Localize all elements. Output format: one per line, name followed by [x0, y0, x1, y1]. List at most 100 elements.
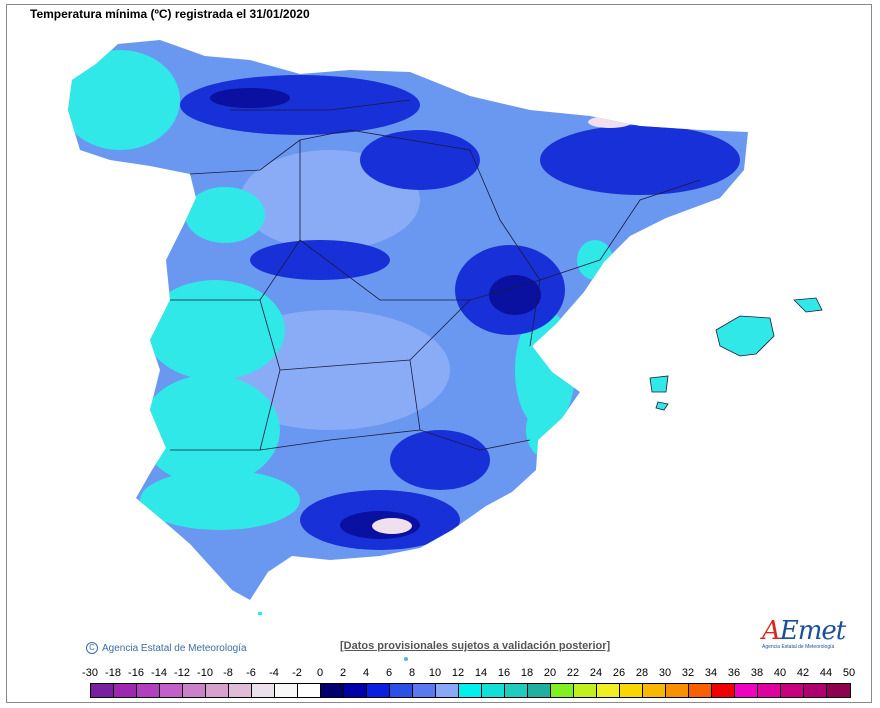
legend-label: 6 — [385, 667, 393, 679]
legend-label: -30 — [82, 667, 98, 679]
formentera-island — [655, 401, 669, 411]
zone-douro-cyan — [185, 187, 265, 243]
menorca-island — [793, 297, 823, 313]
legend-swatch — [91, 684, 114, 697]
legend-swatch — [735, 684, 758, 697]
zone-pyrenees-dark — [540, 125, 740, 195]
legend-swatch — [367, 684, 390, 697]
legend-label: 2 — [339, 667, 347, 679]
legend-label: -18 — [105, 667, 121, 679]
legend-label: 26 — [612, 667, 626, 679]
legend-label: 14 — [474, 667, 488, 679]
legend-label: -4 — [269, 667, 279, 679]
mallorca-island — [715, 315, 775, 357]
zone-alicante-cyan — [526, 400, 574, 460]
map-title: Temperatura mínima (ºC) registrada el 31… — [30, 7, 310, 21]
legend-swatch — [321, 684, 344, 697]
zone-cantabric-dark — [180, 75, 420, 135]
aemet-logo: AEmet Agencia Estatal de Meteorología — [762, 616, 854, 658]
legend-swatch — [528, 684, 551, 697]
legend-label: 20 — [543, 667, 557, 679]
location-marker — [404, 657, 408, 661]
zone-west-cyan — [145, 280, 285, 380]
legend-label: 34 — [704, 667, 718, 679]
legend-swatch — [390, 684, 413, 697]
legend-label: 8 — [408, 667, 416, 679]
legend-swatch — [643, 684, 666, 697]
legend-swatch — [482, 684, 505, 697]
zone-castellon-cyan — [577, 240, 613, 280]
legend-swatch — [712, 684, 735, 697]
legend-swatch — [689, 684, 712, 697]
legend-color-bar — [90, 683, 851, 698]
legend-label: 18 — [520, 667, 534, 679]
legend-swatch — [758, 684, 781, 697]
legend-swatch — [252, 684, 275, 697]
legend-swatch — [298, 684, 321, 697]
logo-subtitle: Agencia Estatal de Meteorología — [762, 644, 835, 650]
zone-guadiana-cyan — [140, 375, 280, 485]
legend-swatch — [344, 684, 367, 697]
legend-swatch — [459, 684, 482, 697]
legend-swatch — [114, 684, 137, 697]
disclaimer-text: [Datos provisionales sujetos a validació… — [340, 640, 611, 652]
legend-label: 4 — [362, 667, 370, 679]
legend-label: 28 — [635, 667, 649, 679]
legend-label: 44 — [819, 667, 833, 679]
legend-label: -12 — [174, 667, 190, 679]
legend-label: 16 — [497, 667, 511, 679]
legend-label: 42 — [796, 667, 810, 679]
zone-segura-dark — [390, 430, 490, 490]
legend-label: 30 — [658, 667, 672, 679]
legend-swatch — [275, 684, 298, 697]
legend-label: 12 — [451, 667, 465, 679]
legend-label: -8 — [223, 667, 233, 679]
legend-swatch — [183, 684, 206, 697]
legend-label: 32 — [681, 667, 695, 679]
legend-swatch — [666, 684, 689, 697]
legend-label: 10 — [428, 667, 442, 679]
zone-guadalquivir-cyan — [140, 470, 300, 530]
legend-label: -2 — [292, 667, 302, 679]
legend-swatch — [206, 684, 229, 697]
legend-swatch — [620, 684, 643, 697]
zone-central-dark — [250, 240, 390, 280]
legend-swatch — [436, 684, 459, 697]
zone-picos-darkest — [210, 88, 290, 108]
legend-label: -16 — [128, 667, 144, 679]
legend-label: 40 — [773, 667, 787, 679]
legend-swatch — [574, 684, 597, 697]
ibiza-island — [649, 375, 669, 393]
copyright-notice: C Agencia Estatal de Meteorología — [86, 642, 247, 654]
legend-label: 24 — [589, 667, 603, 679]
legend-swatch — [551, 684, 574, 697]
legend-swatch — [781, 684, 804, 697]
legend-swatch — [597, 684, 620, 697]
legend-swatch — [804, 684, 827, 697]
legend-labels: -30 -18 -16 -14 -12 -10 -8 -6 -4 -2 0 2 4 6 8 10 12 14 16 1… — [82, 667, 864, 681]
logo-letter-a: A — [762, 616, 781, 646]
legend-label: 36 — [727, 667, 741, 679]
zone-iberic-dark — [360, 130, 480, 190]
legend-swatch — [827, 684, 850, 697]
legend-label: 38 — [750, 667, 764, 679]
region-borders — [170, 99, 701, 451]
alboran-dot — [258, 612, 262, 615]
zone-pyrenees-snow — [588, 116, 632, 128]
copyright-text: Agencia Estatal de Meteorología — [102, 642, 247, 654]
legend-label: 22 — [566, 667, 580, 679]
legend-label: 0 — [316, 667, 324, 679]
legend-swatch — [229, 684, 252, 697]
copyright-icon: C — [86, 642, 98, 654]
legend-swatch — [505, 684, 528, 697]
legend-label: -14 — [151, 667, 167, 679]
legend-swatch — [137, 684, 160, 697]
legend-swatch — [413, 684, 436, 697]
zone-galicia-cyan — [68, 50, 180, 150]
legend-label: -6 — [246, 667, 256, 679]
legend-label: -10 — [197, 667, 213, 679]
legend-label: 50 — [842, 667, 856, 679]
zone-teruel-darkest — [489, 275, 541, 315]
legend-swatch — [160, 684, 183, 697]
